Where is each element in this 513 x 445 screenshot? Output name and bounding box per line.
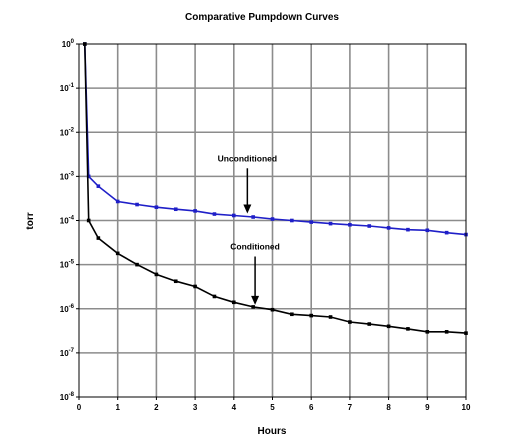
x-axis-label: Hours [258, 426, 287, 437]
unconditioned-point [86, 174, 91, 179]
unconditioned-point [425, 228, 430, 233]
unconditioned-point [348, 222, 352, 227]
y-tick-label: 100 [62, 39, 75, 49]
x-tick-label: 3 [193, 403, 198, 412]
y-tick-label: 10-2 [60, 127, 75, 137]
x-tick-label: 6 [309, 403, 314, 412]
x-tick-label: 5 [270, 403, 275, 412]
unconditioned-point [96, 184, 101, 188]
unconditioned-point [290, 218, 294, 223]
x-tick-label: 8 [386, 403, 391, 412]
unconditioned-point [444, 230, 449, 235]
unconditioned-point [386, 226, 391, 230]
unconditioned-line [84, 43, 467, 236]
conditioned-point [270, 307, 275, 312]
unconditioned-point [135, 202, 139, 207]
unconditioned-point [309, 220, 313, 224]
x-tick-label: 4 [232, 403, 237, 412]
unconditioned-point [251, 215, 255, 219]
conditioned-arrow-head [251, 295, 260, 305]
x-tick-label: 7 [348, 403, 353, 412]
conditioned-point [386, 324, 391, 329]
unconditioned-point [115, 199, 120, 204]
y-axis: 100 10-1 10-2 10-3 10-4 10-5 10-6 10-7 10-8 [60, 39, 79, 402]
conditioned-point [232, 300, 236, 305]
unconditioned-point [367, 224, 372, 228]
unconditioned-point [328, 221, 333, 226]
x-tick-label: 0 [77, 403, 82, 412]
conditioned-point [406, 327, 410, 331]
conditioned-point [96, 236, 101, 240]
conditioned-point [251, 305, 255, 309]
unconditioned-point [173, 207, 178, 212]
x-tick-label: 1 [115, 403, 120, 412]
conditioned-point [367, 322, 372, 326]
conditioned-point [193, 284, 197, 289]
annotations: Unconditioned Conditioned [218, 153, 280, 305]
conditioned-point [309, 313, 313, 318]
conditioned-point [212, 294, 217, 299]
y-tick-label: 10-7 [60, 348, 75, 358]
series-layer [83, 42, 468, 335]
conditioned-point [444, 330, 449, 334]
conditioned-point [425, 330, 430, 334]
x-tick-label: 2 [154, 403, 159, 412]
y-tick-label: 10-5 [60, 260, 75, 270]
x-tick-label: 9 [425, 403, 430, 412]
y-tick-label: 10-6 [60, 304, 75, 314]
chart-title: Comparative Pumpdown Curves [185, 12, 339, 23]
conditioned-line [84, 43, 467, 334]
unconditioned-point [232, 213, 236, 218]
y-tick-label: 10-8 [60, 392, 75, 402]
conditioned-point [86, 218, 91, 223]
y-tick-label: 10-1 [60, 83, 75, 93]
y-tick-label: 10-3 [60, 171, 75, 181]
conditioned-point [328, 315, 333, 319]
conditioned-point [154, 272, 159, 277]
x-axis: 0 1 2 3 4 5 6 7 8 9 10 [77, 397, 471, 412]
unconditioned-annotation-label: Unconditioned [218, 153, 278, 163]
conditioned-point [173, 279, 178, 284]
unconditioned-arrow-head [243, 204, 252, 214]
conditioned-annotation-label: Conditioned [230, 242, 280, 252]
conditioned-point [135, 262, 139, 267]
y-axis-label: torr [25, 212, 36, 229]
unconditioned-point [212, 212, 217, 216]
unconditioned-point [406, 227, 410, 232]
y-tick-label: 10-4 [60, 216, 75, 226]
conditioned-point [348, 320, 352, 324]
unconditioned-point [154, 205, 159, 210]
conditioned-point [115, 251, 120, 256]
x-tick-label: 10 [462, 403, 471, 412]
unconditioned-point [193, 209, 197, 213]
conditioned-point [290, 312, 294, 317]
unconditioned-point [270, 217, 275, 221]
